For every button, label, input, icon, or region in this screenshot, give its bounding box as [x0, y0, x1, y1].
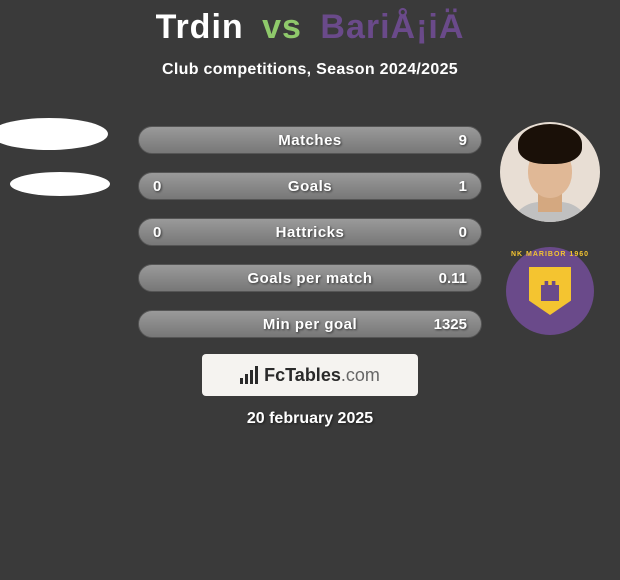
- stat-label: Goals per match: [247, 270, 372, 287]
- footer-date: 20 february 2025: [0, 410, 620, 428]
- stat-label: Min per goal: [263, 316, 357, 333]
- stat-right: 0: [427, 224, 467, 241]
- comparison-title: Trdin vs BariÅ¡iÄ: [0, 0, 620, 47]
- stat-label: Hattricks: [276, 224, 345, 241]
- player2-club-crest: NK MARIBOR 1960: [506, 247, 594, 335]
- stat-right: 0.11: [427, 270, 467, 287]
- stats-table: Matches 9 0 Goals 1 0 Hattricks 0 Goals …: [138, 126, 482, 356]
- player1-avatar-area: [0, 118, 110, 196]
- brand-name: FcTables.com: [264, 365, 380, 386]
- stat-left: 0: [153, 224, 193, 241]
- stat-row-hattricks: 0 Hattricks 0: [138, 218, 482, 246]
- stat-row-goals-per-match: Goals per match 0.11: [138, 264, 482, 292]
- player2-avatar: [500, 122, 600, 222]
- crest-shield-icon: [529, 267, 571, 315]
- brand-name-suffix: .com: [341, 365, 380, 385]
- stat-row-goals: 0 Goals 1: [138, 172, 482, 200]
- stat-right: 1: [427, 178, 467, 195]
- stat-label: Goals: [288, 178, 332, 195]
- vs-label: vs: [262, 8, 302, 46]
- brand-chart-icon: [240, 366, 258, 384]
- crest-text: NK MARIBOR 1960: [511, 251, 589, 258]
- stat-label: Matches: [278, 132, 342, 149]
- player2-avatar-area: NK MARIBOR 1960: [500, 122, 600, 335]
- player1-club-placeholder: [10, 172, 110, 196]
- stat-right: 1325: [427, 316, 467, 333]
- player1-avatar-placeholder: [0, 118, 108, 150]
- castle-icon: [541, 281, 559, 301]
- brand-name-main: FcTables: [264, 365, 341, 385]
- brand-attribution: FcTables.com: [202, 354, 418, 396]
- stat-row-matches: Matches 9: [138, 126, 482, 154]
- stat-left: 0: [153, 178, 193, 195]
- subtitle: Club competitions, Season 2024/2025: [0, 61, 620, 79]
- player2-name: BariÅ¡iÄ: [320, 8, 464, 46]
- player1-name: Trdin: [156, 8, 244, 46]
- stat-row-min-per-goal: Min per goal 1325: [138, 310, 482, 338]
- stat-right: 9: [427, 132, 467, 149]
